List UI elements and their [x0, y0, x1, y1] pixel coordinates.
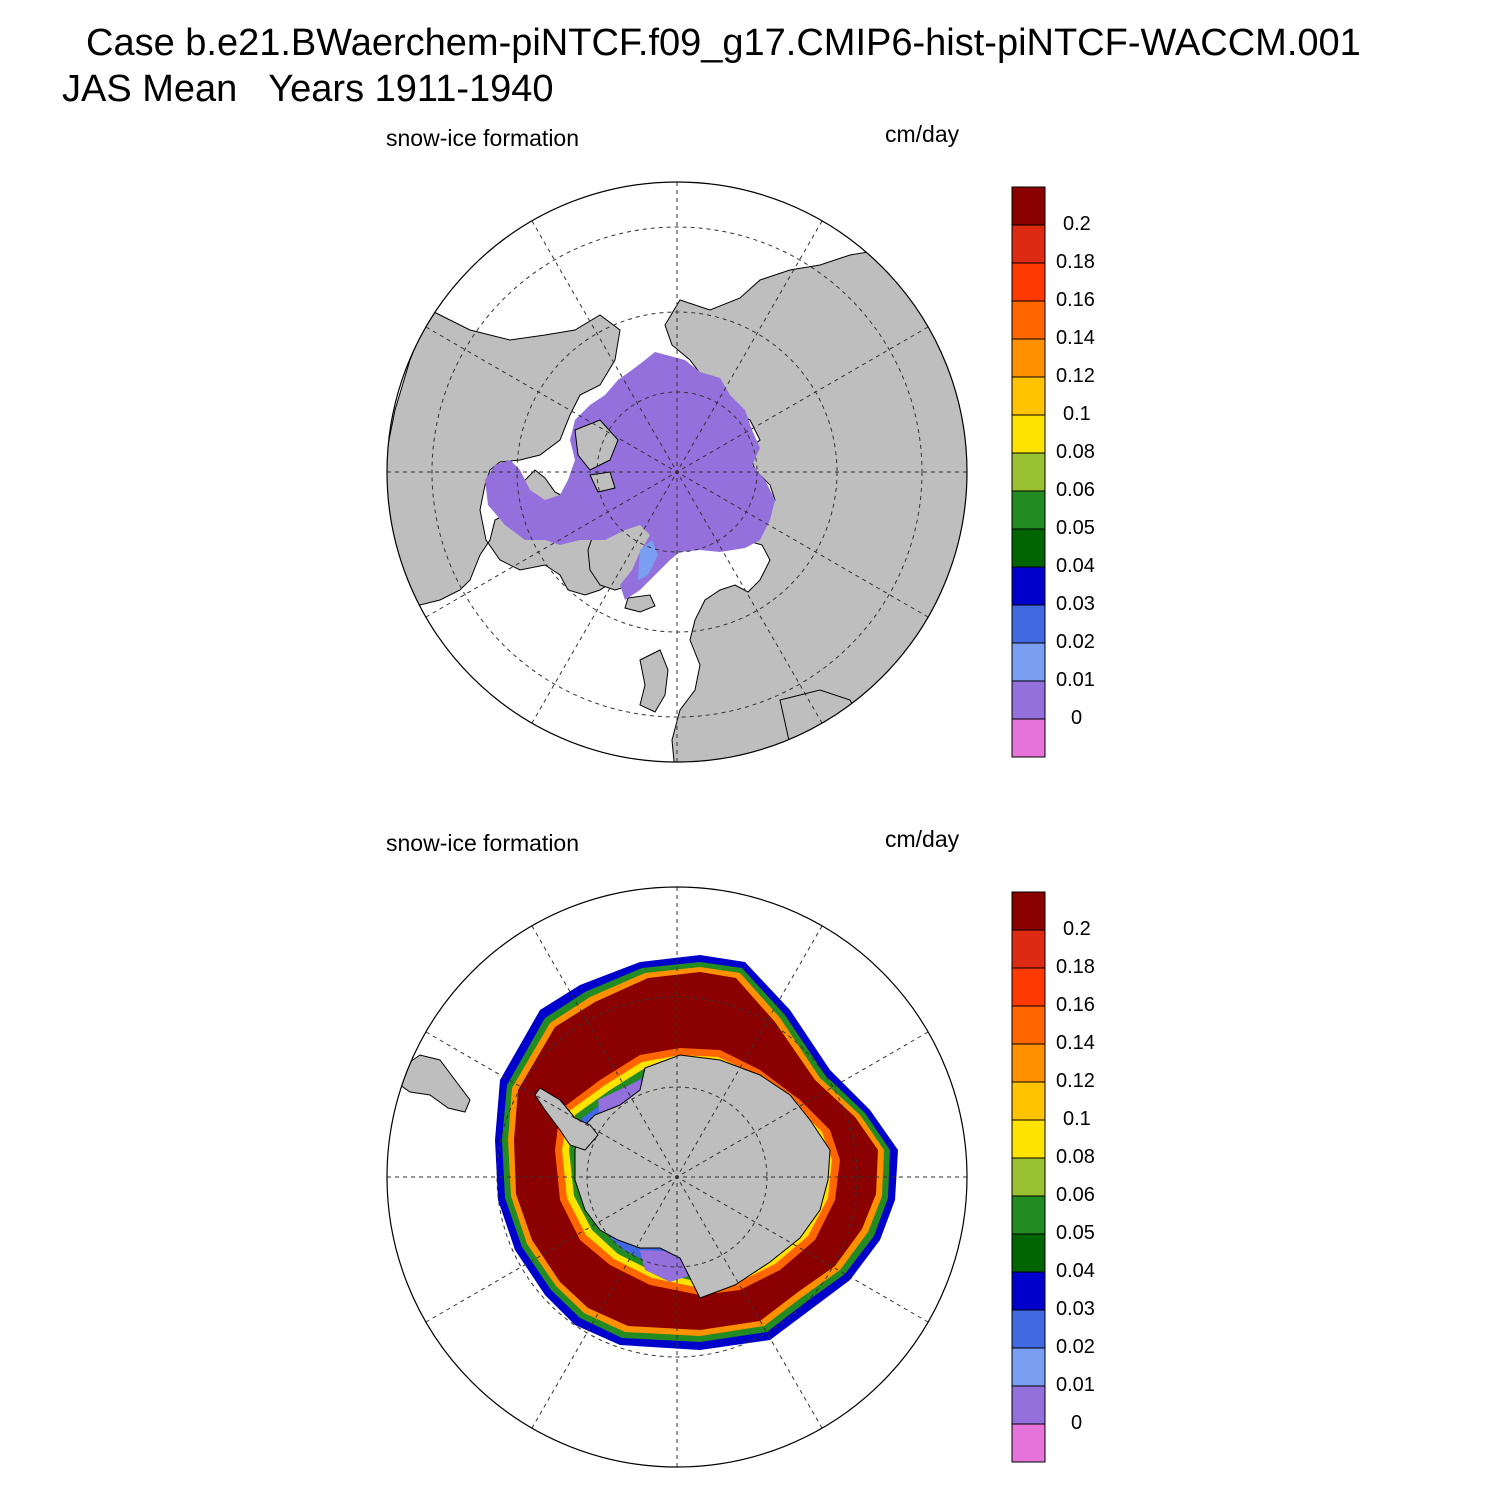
south-colorbar-tick-label: 0.16: [1056, 994, 1095, 1016]
south-colorbar-box: [1011, 1195, 1046, 1235]
north-map-border: [386, 181, 968, 763]
south-colorbar-box: [1011, 1423, 1046, 1463]
north-colorbar-tick-label: 0.1: [1063, 403, 1091, 425]
south-colorbar-box: [1011, 1005, 1046, 1045]
south-colorbar-box: [1011, 929, 1046, 969]
arctic-low-value-patch: [638, 540, 658, 580]
north-colorbar-box: [1011, 376, 1046, 416]
north-colorbar-box: [1011, 414, 1046, 454]
south-variable-label: snow-ice formation: [386, 830, 580, 856]
north-colorbar-tick-label: 0.12: [1056, 365, 1095, 387]
south-map-border: [386, 886, 968, 1468]
north-colorbar-tick-label: 0.05: [1056, 517, 1095, 539]
north-units-label: cm/day: [885, 121, 960, 147]
south-colorbar-box: [1011, 1081, 1046, 1121]
north-colorbar-box: [1011, 224, 1046, 264]
antarctic-peninsula-land: [534, 1087, 599, 1151]
south-colorbar-box: [1011, 1385, 1046, 1425]
north-colorbar-box: [1011, 452, 1046, 492]
north-colorbar-tick-label: 0.01: [1056, 669, 1095, 691]
south-colorbar-tick-label: 0.05: [1056, 1222, 1095, 1244]
south-colorbar-box: [1011, 1157, 1046, 1197]
north-colorbar-tick-label: 0.02: [1056, 631, 1095, 653]
south-colorbar-tick-label: 0.08: [1056, 1146, 1095, 1168]
south-colorbar-tick-label: 0.18: [1056, 956, 1095, 978]
north-colorbar-tick-label: 0.06: [1056, 479, 1095, 501]
south-colorbar-tick-label: 0.2: [1063, 918, 1091, 940]
north-colorbar-tick-label: 0.18: [1056, 251, 1095, 273]
north-colorbar-box: [1011, 642, 1046, 682]
south-colorbar-box: [1011, 1043, 1046, 1083]
north-colorbar-tick-label: 0: [1071, 707, 1083, 729]
north-variable-label: snow-ice formation: [386, 125, 580, 151]
figure-title-line2: JAS Mean Years 1911-1940: [62, 68, 554, 110]
north-colorbar-box: [1011, 528, 1046, 568]
arctic-archipelago-land: [574, 419, 619, 493]
south-units-label: cm/day: [885, 826, 960, 852]
figure-title-line1: Case b.e21.BWaerchem-piNTCF.f09_g17.CMIP…: [86, 22, 1361, 64]
north-colorbar-box: [1011, 604, 1046, 644]
south-colorbar-tick-label: 0.14: [1056, 1032, 1095, 1054]
north-colorbar-tick-label: 0.16: [1056, 289, 1095, 311]
north-colorbar: [1011, 186, 1046, 758]
south-colorbar-tick-label: 0.01: [1056, 1374, 1095, 1396]
south-colorbar-box: [1011, 891, 1046, 931]
south-colorbar-box: [1011, 1233, 1046, 1273]
south-polar-map: [386, 886, 968, 1468]
south-colorbar-tick-label: 0: [1071, 1412, 1083, 1434]
asia-lower-right-land: [779, 689, 861, 756]
north-colorbar-tick-label: 0.04: [1056, 555, 1095, 577]
north-graticule: [387, 182, 967, 762]
south-colorbar-box: [1011, 1119, 1046, 1159]
south-colorbar-tick-label: 0.1: [1063, 1108, 1091, 1130]
north-colorbar-box: [1011, 300, 1046, 340]
south-colorbar-box: [1011, 1347, 1046, 1387]
north-polar-map: [386, 181, 968, 763]
north-colorbar-tick-label: 0.08: [1056, 441, 1095, 463]
south-graticule: [387, 887, 967, 1467]
north-colorbar-tick-label: 0.03: [1056, 593, 1095, 615]
arctic-snow-ice-field: [485, 352, 775, 600]
south-america-land: [397, 1054, 471, 1113]
north-colorbar-box: [1011, 262, 1046, 302]
south-colorbar-tick-label: 0.06: [1056, 1184, 1095, 1206]
north-colorbar-box: [1011, 186, 1046, 226]
north-colorbar-box: [1011, 490, 1046, 530]
north-colorbar-box: [1011, 680, 1046, 720]
south-colorbar-box: [1011, 1271, 1046, 1311]
north-colorbar-tick-label: 0.2: [1063, 213, 1091, 235]
north-colorbar-box: [1011, 566, 1046, 606]
south-colorbar-tick-label: 0.04: [1056, 1260, 1095, 1282]
south-colorbar-box: [1011, 967, 1046, 1007]
north-colorbar-box: [1011, 338, 1046, 378]
south-colorbar-box: [1011, 1309, 1046, 1349]
south-colorbar-tick-label: 0.03: [1056, 1298, 1095, 1320]
south-colorbar-tick-label: 0.02: [1056, 1336, 1095, 1358]
south-colorbar: [1011, 891, 1046, 1463]
north-colorbar-tick-label: 0.14: [1056, 327, 1095, 349]
north-colorbar-box: [1011, 718, 1046, 758]
iceland-land: [624, 594, 656, 613]
british-isles-land: [639, 649, 669, 713]
south-colorbar-tick-label: 0.12: [1056, 1070, 1095, 1092]
